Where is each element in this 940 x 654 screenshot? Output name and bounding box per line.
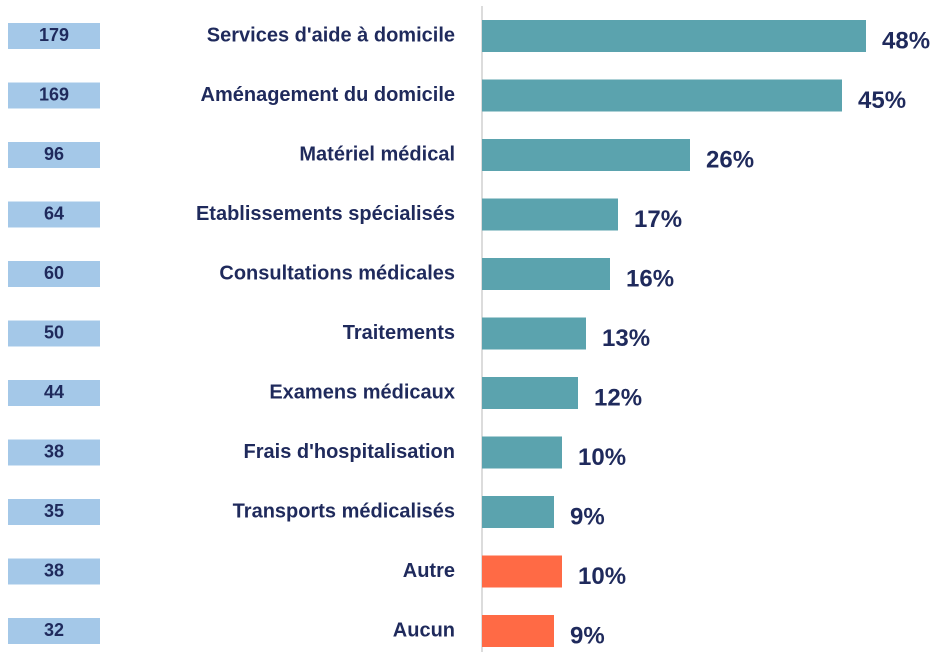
category-label: Transports médicalisés xyxy=(233,500,455,522)
category-label: Traitements xyxy=(343,322,455,344)
bar xyxy=(482,555,562,588)
category-label: Aucun xyxy=(393,619,455,641)
bar xyxy=(482,79,842,112)
value-label: 13% xyxy=(602,325,650,352)
count-label: 96 xyxy=(44,144,64,164)
bar xyxy=(482,436,562,469)
count-label: 35 xyxy=(44,501,64,521)
count-label: 60 xyxy=(44,263,64,283)
bar xyxy=(482,198,618,231)
count-label: 44 xyxy=(44,382,64,402)
value-label: 10% xyxy=(578,444,626,471)
count-box xyxy=(8,439,100,466)
count-box xyxy=(8,618,100,644)
count-label: 50 xyxy=(44,322,64,342)
count-box xyxy=(8,261,100,287)
value-label: 16% xyxy=(626,265,674,292)
bar xyxy=(482,139,690,171)
bar xyxy=(482,615,554,647)
count-box xyxy=(8,201,100,228)
bar xyxy=(482,20,866,52)
count-label: 38 xyxy=(44,560,64,580)
count-label: 32 xyxy=(44,620,64,640)
value-label: 10% xyxy=(578,563,626,590)
count-box xyxy=(8,380,100,406)
bar xyxy=(482,496,554,528)
count-box xyxy=(8,23,100,49)
count-label: 169 xyxy=(39,84,69,104)
count-label: 38 xyxy=(44,441,64,461)
count-box xyxy=(8,82,100,109)
category-label: Examens médicaux xyxy=(269,381,455,403)
value-label: 45% xyxy=(858,87,906,114)
count-box xyxy=(8,558,100,585)
category-label: Frais d'hospitalisation xyxy=(244,441,455,463)
count-box xyxy=(8,142,100,168)
value-label: 9% xyxy=(570,503,605,530)
bar xyxy=(482,377,578,409)
count-label: 64 xyxy=(44,203,64,223)
bar xyxy=(482,258,610,290)
count-label: 179 xyxy=(39,25,69,45)
count-box xyxy=(8,320,100,347)
value-label: 17% xyxy=(634,206,682,233)
category-label: Aménagement du domicile xyxy=(201,84,456,106)
category-label: Autre xyxy=(403,560,455,582)
value-label: 48% xyxy=(882,27,930,54)
category-label: Services d'aide à domicile xyxy=(207,24,455,46)
value-label: 26% xyxy=(706,146,754,173)
bar xyxy=(482,317,586,350)
category-label: Etablissements spécialisés xyxy=(196,203,455,225)
value-label: 9% xyxy=(570,622,605,649)
category-label: Matériel médical xyxy=(299,143,455,165)
category-label: Consultations médicales xyxy=(219,262,455,284)
value-label: 12% xyxy=(594,384,642,411)
count-box xyxy=(8,499,100,525)
